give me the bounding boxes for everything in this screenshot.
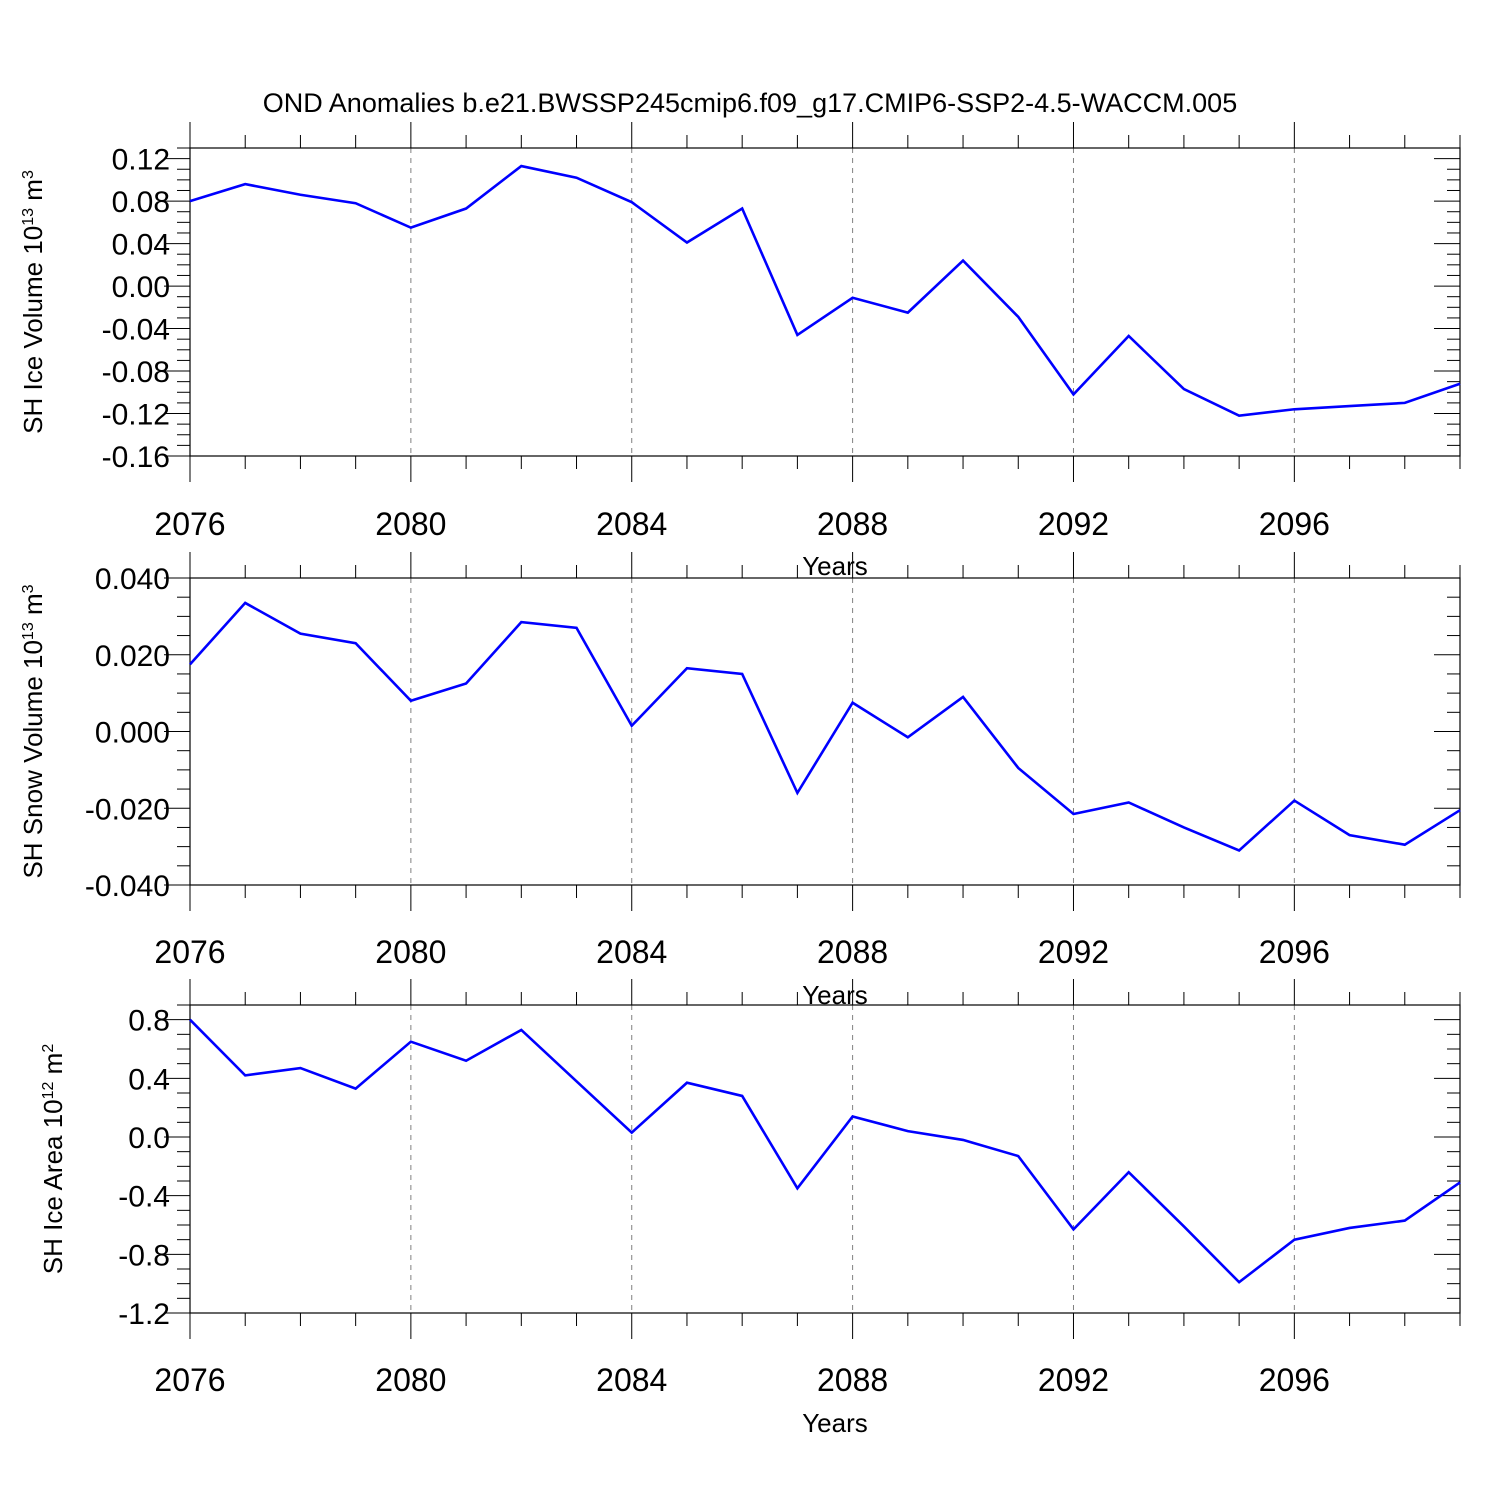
x-tick-label: 2092 (1038, 1362, 1109, 1398)
y-tick-label: 0.020 (95, 640, 170, 673)
y-tick-label: 0.000 (95, 717, 170, 750)
y-tick-label: -0.04 (102, 314, 170, 347)
panel-2: 0.040 0.020 0.000 -0.020 -0.040 2076 2080 2084 2… (18, 552, 1461, 1010)
y-tick-label: 0.4 (128, 1063, 170, 1096)
y-tick-label: -0.16 (102, 441, 170, 474)
y-tick-label: -0.12 (102, 399, 170, 432)
x-tick-label: 2096 (1259, 1362, 1330, 1398)
x-tick-label: 2076 (154, 1362, 225, 1398)
x-tick-label: 2080 (375, 934, 446, 970)
x-tick-label: 2092 (1038, 506, 1109, 542)
y-tick-label: 0.8 (128, 1005, 170, 1038)
panel-1: 0.12 0.08 0.04 0.00 -0.04 -0.08 -0.12 -0.16 2076… (18, 122, 1461, 581)
y-tick-label: -0.4 (118, 1181, 170, 1214)
y-axis-label: SH Ice Volume 1013 m3 (18, 170, 48, 434)
y-tick-label: -0.020 (85, 793, 170, 826)
y-tick-label: 0.04 (112, 229, 170, 262)
series-line-1 (189, 164, 1461, 417)
x-tick-label: 2092 (1038, 934, 1109, 970)
x-tick-label: 2096 (1259, 506, 1330, 542)
x-tick-label: 2080 (375, 1362, 446, 1398)
y-tick-label: -0.040 (85, 870, 170, 903)
y-axis-label: SH Snow Volume 1013 m3 (18, 584, 48, 878)
plot-frame (189, 1004, 1461, 1314)
y-tick-label: 0.08 (112, 186, 170, 219)
x-axis-label: Years (802, 551, 868, 581)
y-axis-label: SH Ice Area 1012 m2 (38, 1044, 68, 1275)
series-line-1 (189, 601, 1461, 852)
x-tick-label: 2088 (817, 506, 888, 542)
x-tick-label: 2088 (817, 1362, 888, 1398)
y-tick-label: -0.08 (102, 356, 170, 389)
series-line-1 (189, 1018, 1461, 1284)
y-tick-label: 0.0 (128, 1122, 170, 1155)
x-tick-label: 2084 (596, 934, 667, 970)
y-tick-label: 0.040 (95, 563, 170, 596)
y-tick-label: 0.00 (112, 271, 170, 304)
chart-title: OND Anomalies b.e21.BWSSP245cmip6.f09_g1… (263, 88, 1237, 118)
y-tick-label: 0.12 (112, 144, 170, 177)
y-tick-label: -1.2 (118, 1298, 170, 1331)
plot-frame (189, 577, 1461, 886)
plot-frame (189, 147, 1461, 457)
x-tick-label: 2096 (1259, 934, 1330, 970)
x-tick-label: 2080 (375, 506, 446, 542)
x-tick-label: 2084 (596, 506, 667, 542)
x-axis-label: Years (802, 1408, 868, 1438)
x-tick-label: 2088 (817, 934, 888, 970)
x-tick-label: 2076 (154, 934, 225, 970)
panel-3: 0.8 0.4 0.0 -0.4 -0.8 -1.2 2076 2080 2084 2088 209… (38, 979, 1461, 1438)
y-tick-label: -0.8 (118, 1239, 170, 1272)
x-tick-label: 2076 (154, 506, 225, 542)
x-tick-label: 2084 (596, 1362, 667, 1398)
